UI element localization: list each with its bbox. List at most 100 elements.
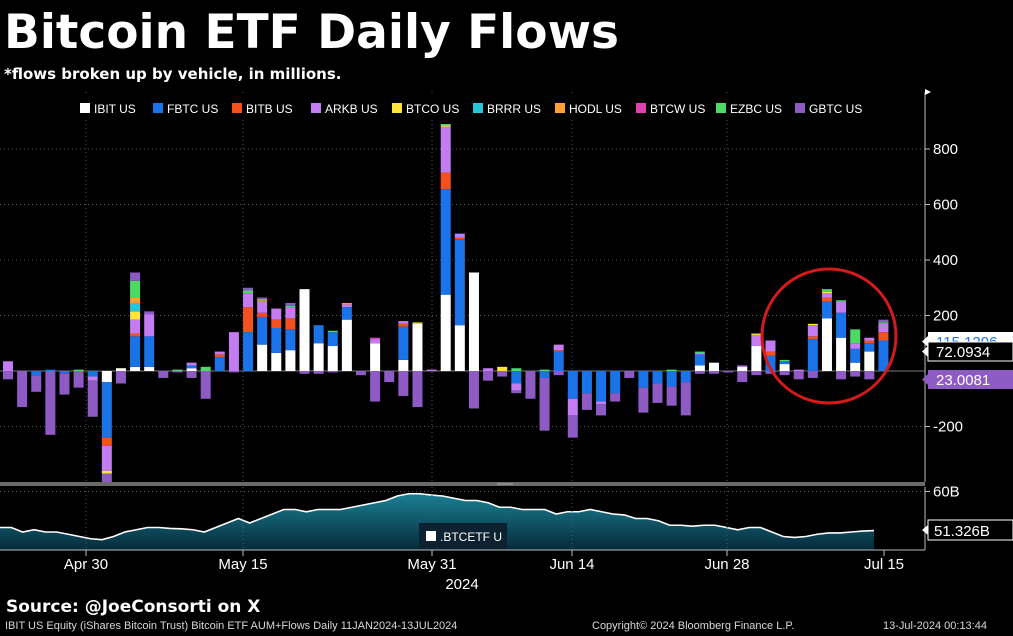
flow-bar-segment bbox=[440, 294, 451, 371]
flow-bar-segment bbox=[285, 350, 296, 371]
flow-bar-segment bbox=[370, 337, 381, 340]
flow-bar-segment bbox=[384, 371, 395, 383]
flow-bar-segment bbox=[214, 354, 225, 358]
flow-bar-segment bbox=[539, 371, 550, 378]
legend-swatch bbox=[795, 103, 805, 113]
flow-bar-segment bbox=[130, 311, 141, 320]
flow-bar-segment bbox=[87, 376, 98, 381]
flow-bar-segment bbox=[807, 336, 818, 340]
flow-bar-segment bbox=[130, 297, 141, 304]
flow-bar-segment bbox=[327, 330, 338, 333]
flow-bar-segment bbox=[468, 371, 479, 409]
legend-swatch bbox=[80, 103, 90, 113]
flow-bar-segment bbox=[398, 326, 409, 360]
flow-bar-segment bbox=[793, 369, 804, 371]
flow-bar-segment bbox=[793, 371, 804, 380]
flow-bar-segment bbox=[87, 371, 98, 377]
flow-bar-segment bbox=[87, 380, 98, 417]
flow-bar-segment bbox=[454, 239, 465, 326]
flow-bar-segment bbox=[652, 371, 663, 384]
flow-bar-segment bbox=[709, 371, 719, 374]
flow-bar-segment bbox=[765, 355, 776, 371]
flow-bar-segment bbox=[144, 366, 155, 371]
flow-bar-segment bbox=[186, 365, 197, 369]
flow-bar-segment bbox=[186, 371, 197, 378]
flow-bar-segment bbox=[101, 437, 112, 446]
flow-bar-segment bbox=[285, 303, 296, 306]
flow-bar-segment bbox=[850, 329, 861, 344]
flow-bar-segment bbox=[539, 377, 550, 431]
flow-bar-segment bbox=[285, 318, 296, 330]
flow-bar-segment bbox=[271, 319, 282, 328]
flow-bar-segment bbox=[850, 348, 861, 363]
last-value-label: 72.0934 bbox=[936, 344, 990, 361]
flow-bar-segment bbox=[751, 346, 762, 371]
flow-bar-segment bbox=[327, 346, 338, 371]
flow-bar-segment bbox=[581, 393, 592, 410]
legend-label: BRRR US bbox=[487, 102, 541, 116]
flow-bar-segment bbox=[228, 332, 239, 371]
x-tick-label: Jul 15 bbox=[864, 556, 904, 573]
flow-bar-segment bbox=[59, 371, 70, 374]
flow-bar-segment bbox=[680, 371, 691, 383]
flow-bar-segment bbox=[836, 301, 847, 313]
flow-bar-segment bbox=[257, 312, 268, 317]
flow-bar-segment bbox=[779, 364, 790, 371]
flow-bar-segment bbox=[553, 344, 564, 351]
flow-bar-segment bbox=[45, 371, 56, 435]
footer-copyright: Copyright© 2024 Bloomberg Finance L.P. bbox=[592, 620, 795, 632]
flow-bar-segment bbox=[144, 336, 155, 367]
y-tick-label: 600 bbox=[933, 197, 958, 214]
flow-bar-segment bbox=[186, 362, 197, 366]
flow-bar-segment bbox=[821, 291, 832, 294]
flow-bar-segment bbox=[850, 343, 861, 349]
legend-swatch bbox=[232, 103, 242, 113]
flow-bar-segment bbox=[200, 371, 211, 399]
flow-bar-segment bbox=[864, 343, 875, 352]
flow-bar-segment bbox=[483, 371, 494, 381]
flow-bar-segment bbox=[327, 371, 338, 373]
flow-bar-segment bbox=[567, 415, 578, 438]
flow-bar-segment bbox=[553, 351, 564, 371]
flow-bar-segment bbox=[101, 445, 112, 471]
flow-bar-segment bbox=[497, 371, 508, 377]
y-tick-label: 400 bbox=[933, 252, 958, 269]
flow-bar-segment bbox=[596, 371, 607, 402]
flow-bar-segment bbox=[3, 361, 13, 371]
axis-arrow-icon bbox=[925, 89, 931, 95]
flow-bar-segment bbox=[878, 319, 889, 323]
y-tick-label: 200 bbox=[933, 308, 958, 325]
flow-bar-segment bbox=[638, 371, 649, 388]
flow-bar-segment bbox=[341, 304, 352, 308]
legend-label: BTCW US bbox=[650, 102, 705, 116]
flow-bar-segment bbox=[723, 371, 734, 373]
flow-bar-segment bbox=[878, 340, 889, 371]
flow-bar-segment bbox=[200, 366, 211, 371]
x-tick-label: Jun 14 bbox=[549, 556, 594, 573]
legend-label: FBTC US bbox=[167, 102, 218, 116]
flow-bar-segment bbox=[807, 371, 818, 378]
flow-bar-segment bbox=[257, 301, 268, 313]
flow-bar-segment bbox=[821, 301, 832, 319]
flow-bar-segment bbox=[243, 290, 254, 294]
flow-bar-segment bbox=[115, 368, 126, 371]
footer-timestamp: 13-Jul-2024 00:13:44 bbox=[883, 620, 987, 632]
flow-bar-segment bbox=[737, 365, 748, 367]
flow-bar-segment bbox=[553, 371, 564, 376]
flow-bar-segment bbox=[186, 368, 197, 371]
flow-bar-segment bbox=[101, 470, 112, 474]
flow-bar-segment bbox=[596, 401, 607, 405]
flow-bar-segment bbox=[370, 339, 381, 344]
value-pointer-icon bbox=[922, 525, 928, 535]
last-value-box bbox=[928, 370, 1013, 389]
x-tick-label: Jun 28 bbox=[704, 556, 749, 573]
flow-bar-segment bbox=[836, 300, 847, 302]
flow-bar-segment bbox=[511, 368, 522, 371]
flow-bar-segment bbox=[59, 373, 70, 395]
flow-bar-segment bbox=[73, 369, 84, 371]
flow-bar-segment bbox=[73, 371, 84, 388]
value-pointer-icon bbox=[922, 336, 928, 347]
flow-bar-segment bbox=[115, 371, 126, 384]
flow-bar-segment bbox=[497, 366, 508, 371]
flow-bar-segment bbox=[313, 325, 324, 344]
